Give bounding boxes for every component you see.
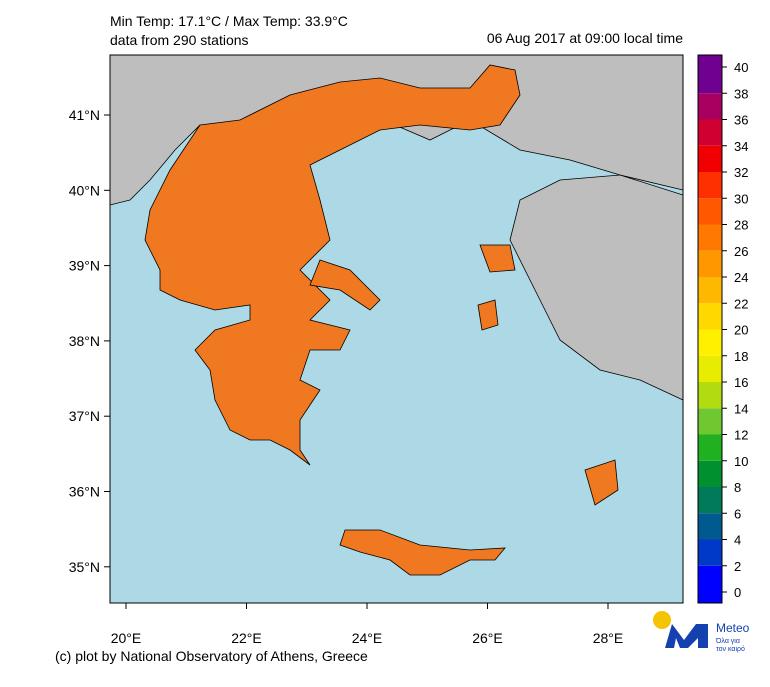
lat-label: 38°N xyxy=(69,333,100,349)
crete xyxy=(339,529,506,576)
lon-label: 28°E xyxy=(593,630,624,646)
colorbar-label: 40 xyxy=(734,60,748,75)
colorbar-label: 32 xyxy=(734,165,748,180)
rhodes xyxy=(584,459,619,506)
colorbar-band xyxy=(698,277,722,304)
logo: Meteo Όλα για τον καιρό xyxy=(653,611,750,653)
colorbar-band xyxy=(698,460,722,487)
colorbar-label: 20 xyxy=(734,323,748,338)
colorbar-label: 26 xyxy=(734,244,748,259)
lon-label: 22°E xyxy=(231,630,262,646)
colorbar-band xyxy=(698,592,722,603)
colorbar-band xyxy=(698,329,722,356)
lat-label: 36°N xyxy=(69,484,100,500)
colorbar-band xyxy=(698,355,722,382)
colorbar-band xyxy=(698,539,722,566)
colorbar-band xyxy=(698,487,722,514)
map-frame xyxy=(109,54,684,604)
colorbar-band xyxy=(698,145,722,172)
colorbar-label: 8 xyxy=(734,480,741,495)
colorbar-band xyxy=(698,565,722,592)
turkey xyxy=(509,174,684,401)
colorbar-label: 36 xyxy=(734,113,748,128)
colorbar-label: 6 xyxy=(734,506,741,521)
lat-label: 41°N xyxy=(69,107,100,123)
lat-label: 35°N xyxy=(69,559,100,575)
colorbar-band xyxy=(698,434,722,461)
logo-sun xyxy=(653,611,671,629)
station-count: data from 290 stations xyxy=(110,32,249,48)
colorbar-label: 0 xyxy=(734,585,741,600)
colorbar-label: 24 xyxy=(734,270,748,285)
chios xyxy=(477,299,499,331)
lon-label: 26°E xyxy=(472,630,503,646)
lesvos xyxy=(479,244,516,273)
lat-label: 37°N xyxy=(69,408,100,424)
colorbar-band xyxy=(698,55,722,67)
logo-m xyxy=(665,624,708,648)
colorbar-band xyxy=(698,382,722,409)
longitude-axis: 20°E 22°E 24°E 26°E 28°E xyxy=(111,603,624,646)
colorbar-band xyxy=(698,198,722,225)
colorbar-band xyxy=(698,250,722,277)
colorbar-label: 16 xyxy=(734,375,748,390)
latitude-axis: 41°N 40°N 39°N 38°N 37°N 36°N 35°N xyxy=(69,107,110,575)
colorbar-band xyxy=(698,303,722,330)
colorbar-label: 18 xyxy=(734,349,748,364)
colorbar-label: 12 xyxy=(734,428,748,443)
colorbar-label: 2 xyxy=(734,559,741,574)
map xyxy=(109,54,684,604)
colorbar-label: 4 xyxy=(734,533,741,548)
colorbar-band xyxy=(698,172,722,199)
lat-label: 39°N xyxy=(69,258,100,274)
logo-tagline: τον καιρό xyxy=(716,645,745,653)
evia xyxy=(309,259,381,311)
colorbar-label: 38 xyxy=(734,86,748,101)
greece-mainland xyxy=(144,64,521,466)
colorbar-band xyxy=(698,119,722,146)
logo-tagline: Όλα για xyxy=(715,638,740,645)
colorbar-band xyxy=(698,224,722,251)
lon-label: 24°E xyxy=(352,630,383,646)
temp-range: Min Temp: 17.1°C / Max Temp: 33.9°C xyxy=(110,13,348,29)
colorbar-label: 22 xyxy=(734,296,748,311)
colorbar-band xyxy=(698,408,722,435)
colorbar-band xyxy=(698,513,722,540)
lon-label: 20°E xyxy=(111,630,142,646)
colorbar-label: 30 xyxy=(734,191,748,206)
colorbar-label: 14 xyxy=(734,401,748,416)
colorbar-band xyxy=(698,93,722,120)
colorbar-band xyxy=(698,67,722,94)
colorbar-label: 28 xyxy=(734,218,748,233)
lat-label: 40°N xyxy=(69,182,100,198)
colorbar-label: 10 xyxy=(734,454,748,469)
timestamp: 06 Aug 2017 at 09:00 local time xyxy=(487,30,683,46)
credit: (c) plot by National Observatory of Athe… xyxy=(55,648,368,664)
logo-name: Meteo xyxy=(716,621,750,635)
colorbar-label: 34 xyxy=(734,139,748,154)
